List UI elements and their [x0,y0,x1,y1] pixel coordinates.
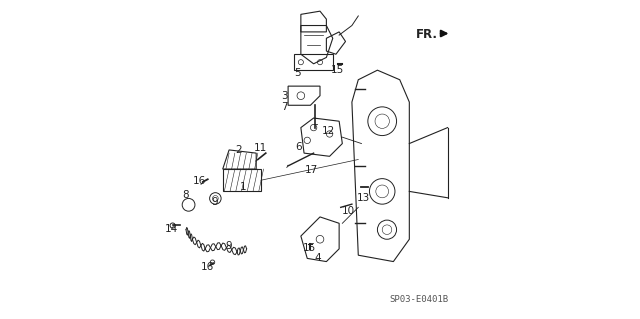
Text: 11: 11 [253,143,267,153]
Text: 9: 9 [225,241,232,251]
Text: 4: 4 [314,253,321,263]
Text: 17: 17 [305,165,317,175]
Text: SP03-E0401B: SP03-E0401B [389,295,449,304]
Text: 1: 1 [239,182,246,192]
Text: 2: 2 [236,145,242,155]
Text: 15: 15 [303,243,316,253]
Text: 6: 6 [295,142,302,152]
Text: 13: 13 [356,193,370,204]
Text: 15: 15 [331,64,344,75]
Text: 14: 14 [165,224,179,234]
Text: 8: 8 [182,190,189,200]
Text: 3: 3 [281,91,287,101]
Text: 5: 5 [294,68,301,78]
Text: 12: 12 [323,126,335,136]
Text: 10: 10 [342,206,355,216]
Text: 7: 7 [282,102,288,112]
Text: FR.: FR. [415,28,437,41]
Text: 16: 16 [193,176,206,186]
Text: 16: 16 [201,262,214,272]
Text: 9: 9 [211,197,218,207]
